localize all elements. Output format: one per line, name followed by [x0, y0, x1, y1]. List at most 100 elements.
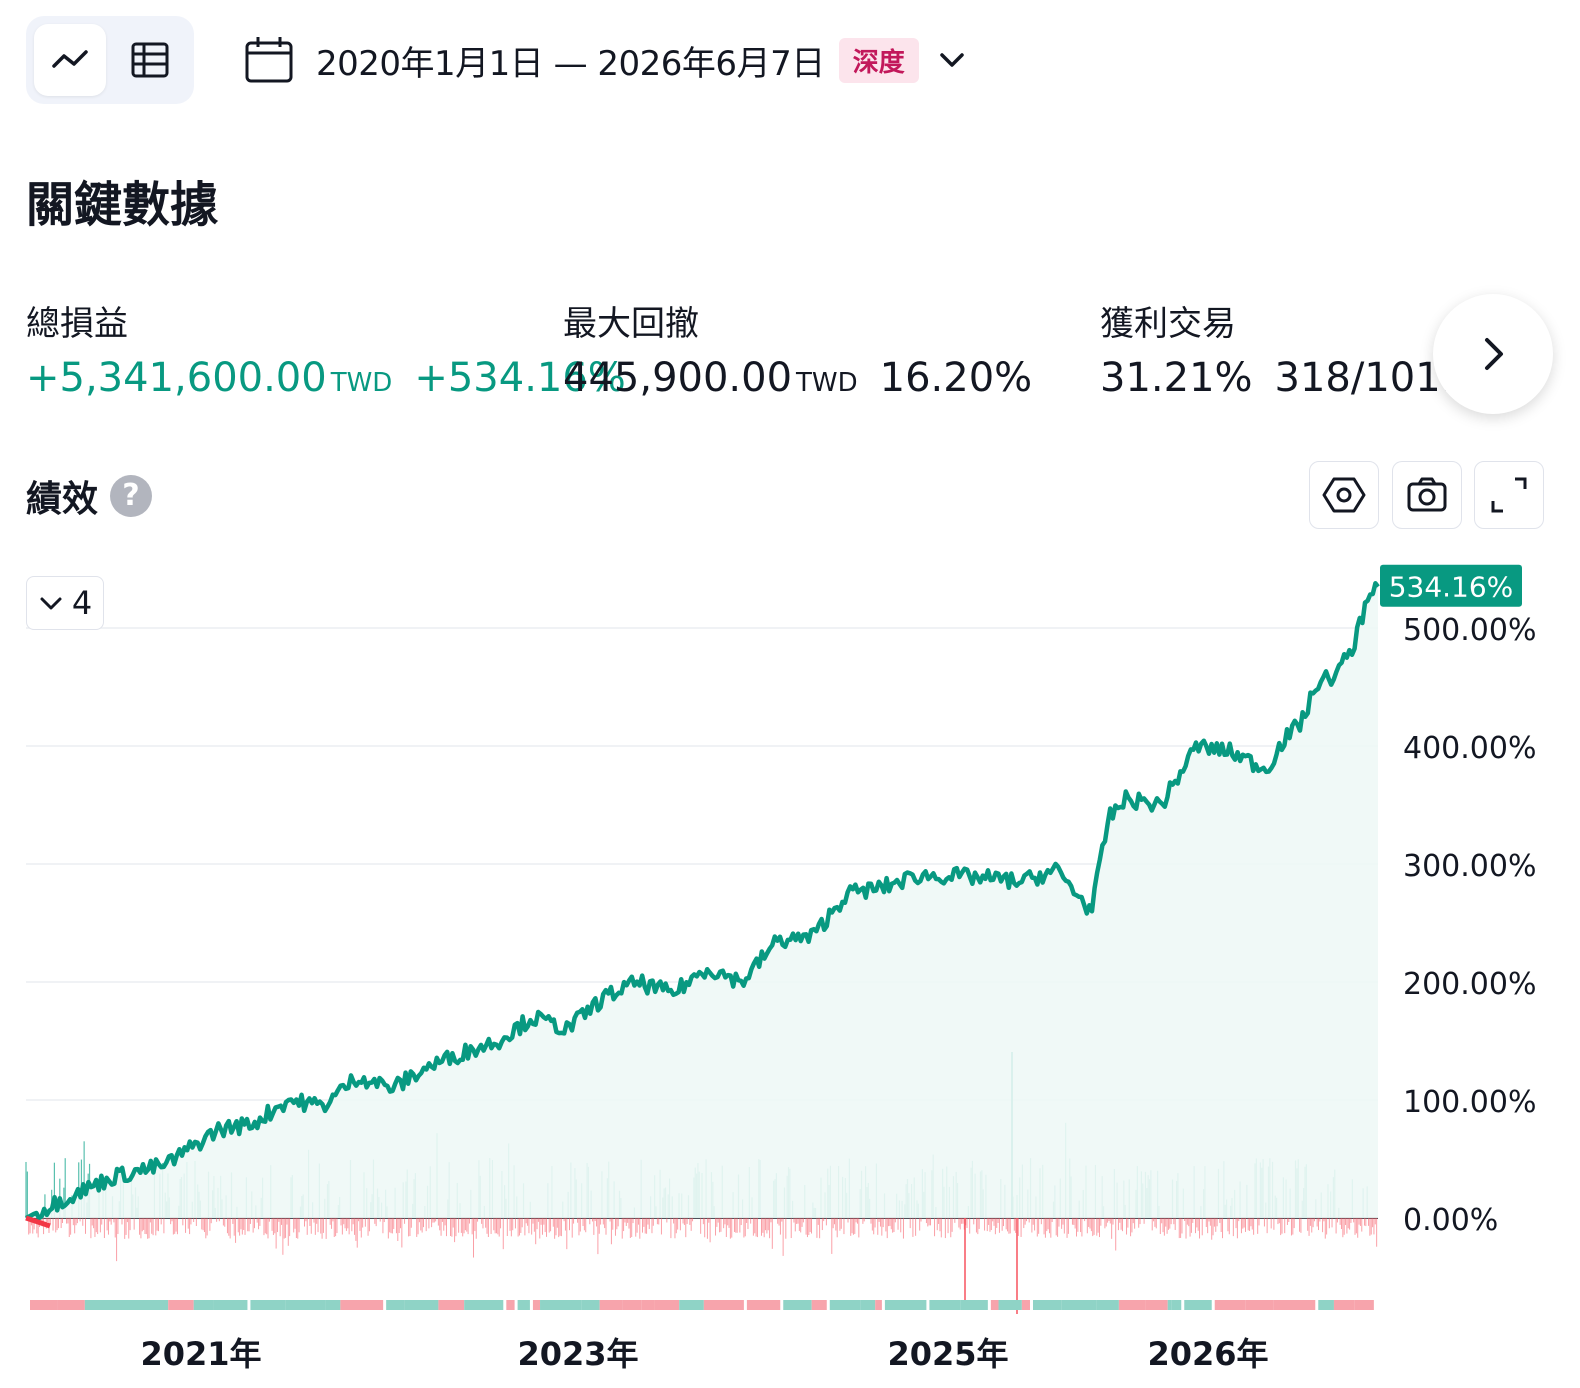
- trade-strip-segment: [641, 1300, 655, 1310]
- trade-strip-segment: [829, 1300, 861, 1310]
- table-view-button[interactable]: [114, 24, 186, 96]
- trade-strip-segment: [599, 1300, 623, 1310]
- trade-strip-segment: [404, 1300, 439, 1310]
- trade-strip-segment: [746, 1300, 781, 1310]
- trade-strip-segment: [875, 1300, 882, 1310]
- trade-strip-segment: [30, 1300, 58, 1310]
- help-icon[interactable]: ?: [110, 475, 152, 517]
- trade-strip-segment: [1061, 1300, 1097, 1310]
- trade-strip-segment: [679, 1300, 704, 1310]
- profitable-trades-percent: 31.21%: [1100, 355, 1253, 401]
- trade-strip-segment: [285, 1300, 326, 1310]
- trade-strip-segment: [464, 1300, 504, 1310]
- last-value-label: 534.16%: [1389, 571, 1514, 604]
- date-range-text: 2020年1月1日 — 2026年6月7日: [316, 43, 825, 84]
- trade-strip-segment: [1214, 1300, 1246, 1310]
- net-profit-percent: +534.16%: [414, 355, 626, 401]
- equity-line: [24, 581, 1380, 1221]
- trade-strip-segment: [884, 1300, 927, 1310]
- max-drawdown-currency: TWD: [796, 368, 858, 398]
- trade-strip-segment: [193, 1300, 214, 1310]
- trade-strip-segment: [1021, 1300, 1030, 1310]
- net-profit-currency: TWD: [330, 368, 393, 398]
- table-icon: [131, 42, 169, 78]
- mode-badge: 深度: [838, 37, 919, 83]
- trade-strip-segment: [929, 1300, 961, 1310]
- equity-area: [26, 583, 1378, 1219]
- x-tick-label: 2023年: [517, 1335, 638, 1373]
- next-stats-button[interactable]: [1433, 294, 1553, 414]
- chart-view-button[interactable]: [34, 24, 106, 96]
- trade-strip-segment: [213, 1300, 248, 1310]
- trade-strip-segment: [1118, 1300, 1146, 1310]
- trade-strip-segment: [386, 1300, 405, 1310]
- y-tick-label: 500.00%: [1403, 613, 1536, 648]
- trade-strip-segment: [84, 1300, 128, 1310]
- trade-strip-segment: [517, 1300, 530, 1310]
- trade-strip-segment: [506, 1300, 515, 1310]
- max-drawdown-value: 445,900.00 TWD 16.20%: [563, 355, 1032, 401]
- trade-strip-segment: [250, 1300, 286, 1310]
- calendar-icon: [245, 37, 293, 83]
- trade-strip-segment: [1167, 1300, 1172, 1310]
- y-tick-label: 300.00%: [1403, 849, 1536, 884]
- x-tick-label: 2026年: [1147, 1335, 1268, 1373]
- screenshot-button[interactable]: [1392, 461, 1462, 529]
- net-profit-label: 總損益: [26, 304, 128, 344]
- trade-strip-segment: [325, 1300, 341, 1310]
- trade-strip-segment: [438, 1300, 465, 1310]
- trade-strip-segment: [703, 1300, 744, 1310]
- x-tick-label: 2021年: [140, 1335, 261, 1373]
- camera-icon: [1407, 477, 1447, 512]
- trade-strip-segment: [860, 1300, 876, 1310]
- trade-strip-segment: [1145, 1300, 1168, 1310]
- y-tick-label: 200.00%: [1403, 967, 1536, 1002]
- trade-strip-segment: [783, 1300, 812, 1310]
- chevron-right-icon: [1485, 338, 1503, 370]
- trade-strip-segment: [1354, 1300, 1374, 1310]
- trade-strip-segment: [654, 1300, 680, 1310]
- trade-strip-segment: [998, 1300, 1022, 1310]
- series-count: 4: [71, 584, 93, 622]
- trade-strip-segment: [622, 1300, 642, 1310]
- trade-strip-segment: [1096, 1300, 1119, 1310]
- x-tick-label: 2025年: [887, 1335, 1008, 1373]
- view-toggle: [26, 16, 194, 104]
- trade-strip-segment: [168, 1300, 194, 1310]
- section-title: 關鍵數據: [26, 177, 219, 233]
- last-value-badge: [1380, 564, 1522, 607]
- performance-title: 績效: [26, 479, 99, 520]
- trade-strip-segment: [127, 1300, 169, 1310]
- trade-strip-segment: [532, 1300, 541, 1310]
- trade-strip-segment: [1273, 1300, 1316, 1310]
- settings-button[interactable]: [1309, 461, 1379, 529]
- trade-strip-segment: [1184, 1300, 1212, 1310]
- performance-chart[interactable]: 0.00% 100.00% 200.00% 300.00% 400.00% 500.00%…: [0, 540, 1580, 1388]
- trade-strip-segment: [1171, 1300, 1182, 1310]
- trade-strip-segment: [1333, 1300, 1355, 1310]
- trade-strip-segment: [990, 1300, 999, 1310]
- profitable-trades-value: 31.21% 318/1019: [1100, 355, 1466, 401]
- trade-strip-segment: [1245, 1300, 1274, 1310]
- trade-strip-segment: [540, 1300, 582, 1310]
- fullscreen-button[interactable]: [1474, 461, 1544, 529]
- fullscreen-icon: [1491, 477, 1527, 513]
- settings-hexagon-icon: [1322, 477, 1366, 513]
- trade-strip-segment: [960, 1300, 988, 1310]
- trade-strip-segment: [811, 1300, 827, 1310]
- chevron-down-icon: [40, 597, 62, 610]
- date-range-selector[interactable]: 2020年1月1日 — 2026年6月7日 深度: [244, 28, 967, 92]
- series-collapse-button[interactable]: 4: [26, 576, 104, 630]
- y-tick-label: 0.00%: [1403, 1203, 1498, 1238]
- line-chart-icon: [52, 50, 88, 68]
- y-tick-label: 400.00%: [1403, 731, 1536, 766]
- max-drawdown-amount: 445,900.00: [563, 355, 793, 401]
- net-profit-amount: +5,341,600.00: [26, 355, 327, 401]
- trade-strip-segment: [1318, 1300, 1334, 1310]
- max-drawdown-label: 最大回撤: [563, 304, 699, 344]
- chevron-down-icon[interactable]: [937, 45, 967, 75]
- net-profit-value: +5,341,600.00 TWD +534.16%: [26, 355, 626, 401]
- profitable-trades-label: 獲利交易: [1100, 304, 1236, 344]
- trade-strip-segment: [581, 1300, 600, 1310]
- trade-strip-segment: [57, 1300, 85, 1310]
